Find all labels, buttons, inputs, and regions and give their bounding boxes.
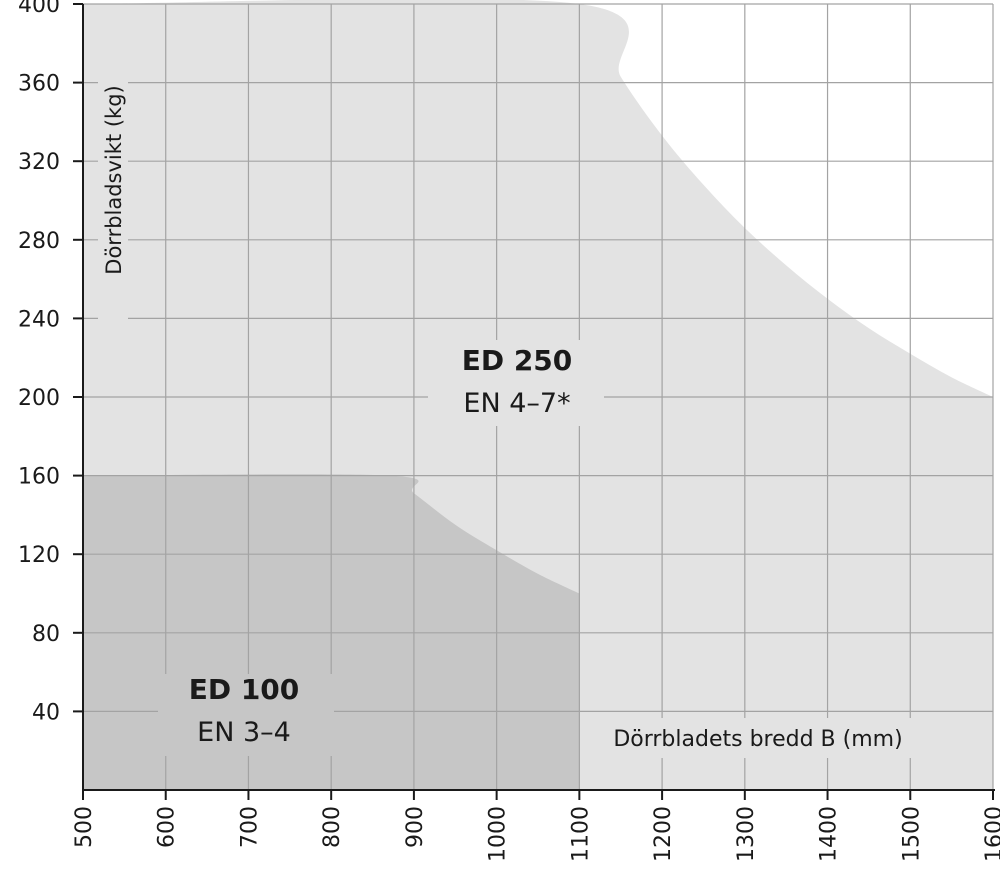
x-tick-label-1400: 1400	[817, 806, 842, 862]
y-tick-label-400: 400	[18, 0, 60, 18]
x-tick-label-600: 600	[155, 806, 180, 848]
y-tick-label-40: 40	[32, 700, 60, 725]
x-tick-label-700: 700	[237, 806, 262, 848]
y-tick-label-320: 320	[18, 150, 60, 175]
y-tick-label-120: 120	[18, 543, 60, 568]
x-tick-label-1600: 1600	[982, 806, 1000, 862]
ed100-label: ED 100	[189, 673, 300, 706]
x-tick-label-500: 500	[72, 806, 97, 848]
ed100-label-bg	[158, 674, 334, 756]
x-tick-labels: 500 600 700 800 900 1000 1100 1200 1300 1400 1500 1…	[72, 806, 1000, 862]
x-tick-label-1100: 1100	[568, 806, 593, 862]
y-tick-label-160: 160	[18, 465, 60, 490]
ed100-subtitle: EN 3–4	[197, 717, 291, 748]
x-tick-label-1200: 1200	[651, 806, 676, 862]
y-tick-label-360: 360	[18, 72, 60, 97]
y-axis-title-bg	[98, 72, 128, 336]
chart-grid	[82, 3, 994, 790]
x-axis-title-bg	[584, 718, 978, 758]
x-tick-label-900: 900	[403, 806, 428, 848]
ed250-label: ED 250	[462, 344, 573, 377]
y-tick-label-200: 200	[18, 386, 60, 411]
x-tick-label-1300: 1300	[734, 806, 759, 862]
y-tick-label-240: 240	[18, 307, 60, 332]
y-axis-title: Dörrbladsvikt (kg)	[102, 85, 126, 274]
y-tick-labels: 40 80 120 160 200 240 280 320 360 400	[18, 0, 60, 725]
x-tick-label-1000: 1000	[486, 806, 511, 862]
chart-axes	[73, 3, 995, 800]
x-axis-title: Dörrbladets bredd B (mm)	[613, 727, 902, 752]
y-tick-label-80: 80	[32, 622, 60, 647]
y-tick-label-280: 280	[18, 229, 60, 254]
x-tick-label-800: 800	[320, 806, 345, 848]
ed250-subtitle: EN 4–7*	[463, 388, 570, 419]
ed250-label-bg	[428, 340, 604, 426]
x-tick-label-1500: 1500	[899, 806, 924, 862]
